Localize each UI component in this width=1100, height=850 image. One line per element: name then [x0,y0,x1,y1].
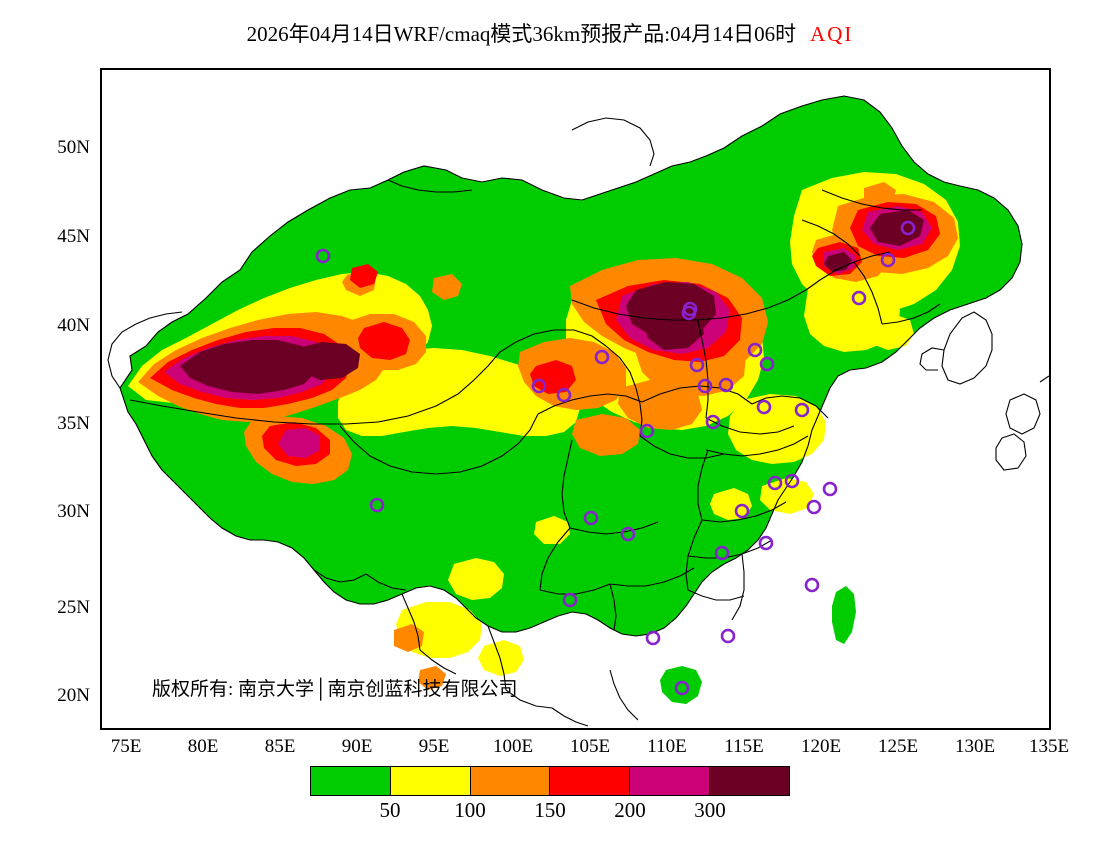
colorbar-segment-moderate [390,767,471,795]
station-marker [806,499,822,515]
colorbar-segment-very-unhealthy [630,767,711,795]
x-axis-tick [667,728,669,730]
y-axis-tick [100,239,102,241]
y-axis-tick [100,150,102,152]
station-marker [804,577,820,593]
neighbor-country-outlines [107,117,1049,727]
x-axis-tick [975,728,977,730]
x-axis-tick [436,728,438,730]
station-marker [705,414,721,430]
y-axis-tick [100,426,102,428]
title-variable-label: AQI [810,22,854,46]
taiwan-island-landmass [832,586,856,644]
x-axis-tick [821,728,823,730]
colorbar-tick-100: 100 [454,798,486,822]
station-marker [556,387,572,403]
administrative-boundaries [119,95,1023,637]
x-axis-label-100e: 100E [492,736,534,757]
x-axis-label-95e: 95E [418,736,450,757]
x-axis-tick [590,728,592,730]
x-axis-label-130e: 130E [954,736,996,757]
page-title: 2026年04月14日WRF/cmaq模式36km预报产品:04月14日06时 A… [0,18,1100,48]
x-axis-tick [1049,728,1051,730]
station-marker [315,248,331,264]
x-axis-label-105e: 105E [569,736,611,757]
station-marker [620,526,636,542]
station-marker [880,252,896,268]
x-axis-label-115e: 115E [724,736,764,757]
x-axis-label-135e: 135E [1028,736,1070,757]
x-axis-label-90e: 90E [341,736,373,757]
colorbar-tick-50: 50 [379,798,401,822]
station-marker [583,510,599,526]
x-axis-tick [898,728,900,730]
station-marker [697,378,713,394]
station-marker [851,290,867,306]
copyright-notice: 版权所有: 南京大学│南京创蓝科技有限公司 [152,679,518,700]
colorbar-segment-unhealthy [550,767,631,795]
y-axis-label-45n: 45N [57,226,90,247]
station-marker [784,473,800,489]
x-axis-label-80e: 80E [187,736,219,757]
colorbar-tick-200: 200 [614,798,646,822]
station-marker [562,592,578,608]
station-marker [756,399,772,415]
y-axis-tick [100,328,102,330]
observation-station-markers[interactable] [315,220,916,696]
hainan-island-landmass [660,666,702,704]
y-axis-label-40n: 40N [57,315,90,336]
title-main-text: 2026年04月14日WRF/cmaq模式36km预报产品:04月14日06时 [246,22,797,46]
station-marker [758,535,774,551]
y-axis-tick [100,698,102,700]
x-axis-label-125e: 125E [877,736,919,757]
station-marker [531,378,547,394]
x-axis-label-110e: 110E [647,736,687,757]
x-axis-tick [513,728,515,730]
colorbar-segment-unhealthy-sensitive [470,767,551,795]
station-marker [767,475,783,491]
x-axis-tick [359,728,361,730]
station-marker [822,481,838,497]
station-marker [639,423,655,439]
colorbar-segment-good [311,767,391,795]
station-marker [714,545,730,561]
colorbar-segment-hazardous [710,767,789,795]
x-axis-tick [128,728,130,730]
map-plot-area[interactable] [100,68,1051,730]
x-axis-tick [205,728,207,730]
y-axis-label-30n: 30N [57,501,90,522]
x-axis-tick [282,728,284,730]
y-axis-label-20n: 20N [57,685,90,706]
station-marker [734,503,750,519]
station-marker [759,356,775,372]
colorbar-tick-300: 300 [694,798,726,822]
station-marker [720,628,736,644]
x-axis-label-85e: 85E [264,736,296,757]
station-marker [682,301,698,317]
y-axis-tick [100,610,102,612]
aqi-colorbar [310,766,790,796]
colorbar-tick-150: 150 [534,798,566,822]
station-marker [689,357,705,373]
station-marker [900,220,916,236]
station-marker [794,402,810,418]
y-axis-label-35n: 35N [57,413,90,434]
station-marker [369,497,385,513]
station-marker [645,630,661,646]
x-axis-label-120e: 120E [800,736,842,757]
station-marker [718,377,734,393]
aqi-contour-map [107,95,1049,727]
x-axis-tick [744,728,746,730]
station-marker [594,349,610,365]
y-axis-label-25n: 25N [57,597,90,618]
x-axis-label-75e: 75E [110,736,142,757]
y-axis-tick [100,514,102,516]
station-marker [747,342,763,358]
station-marker [674,680,690,696]
aqi-band-hazardous-maroon [180,210,924,394]
y-axis-label-50n: 50N [57,137,90,158]
